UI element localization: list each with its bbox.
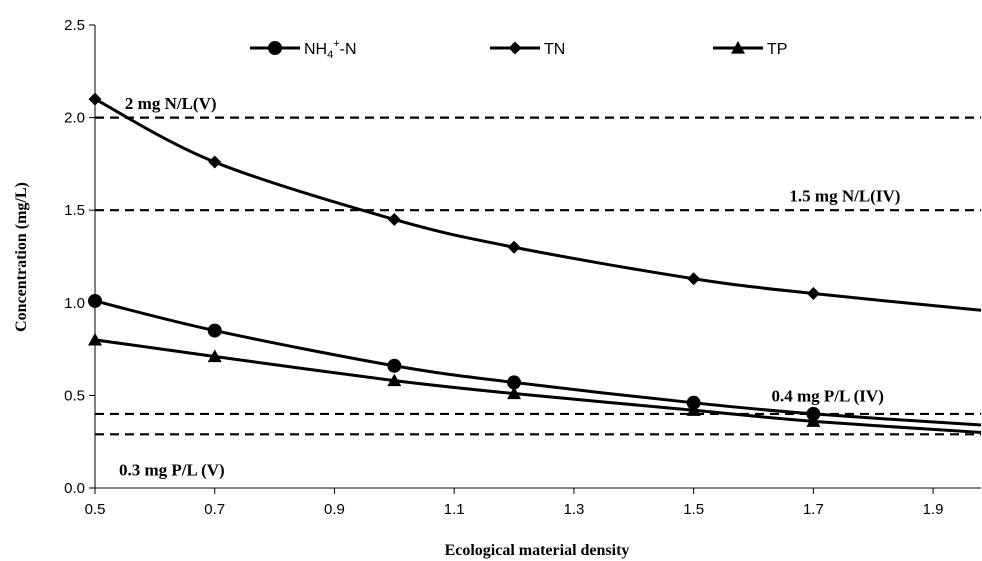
x-tick-label: 1.3: [563, 501, 584, 518]
data-point-circle: [507, 375, 522, 390]
data-point-diamond: [507, 240, 521, 254]
x-tick-label: 1.5: [683, 501, 704, 518]
series-circle: [88, 293, 982, 427]
legend-item: TP: [713, 41, 787, 58]
reference-line-label: 2 mg N/L(V): [125, 94, 217, 113]
axes: 0.00.51.01.52.02.50.5 0.7 0.9 1.1 1.3 1.5 1.7 1…: [64, 17, 981, 518]
data-point-triangle: [88, 332, 102, 346]
legend-item: TN: [490, 41, 565, 58]
data-point-diamond: [208, 155, 222, 169]
x-axis-title: Ecological material density: [445, 542, 630, 559]
legend-label: NH4+-N: [304, 38, 357, 61]
data-point-circle: [88, 293, 102, 308]
legend-marker-diamond: [508, 41, 522, 55]
series-line: [94, 299, 982, 427]
x-tick-label: 0.9: [324, 501, 345, 518]
legend: NH4+-N TN TP: [250, 38, 787, 61]
legend-marker-triangle: [731, 41, 745, 54]
reference-line-label: 0.4 mg P/L (IV): [771, 386, 883, 405]
data-point-diamond: [687, 272, 701, 286]
data-point-triangle: [387, 373, 402, 387]
x-tick-label: 0.7: [204, 501, 225, 518]
data-point-circle: [686, 395, 701, 410]
y-axis-title: Concentration (mg/L): [13, 182, 30, 332]
legend-item: NH4+-N: [250, 38, 357, 61]
data-point-triangle: [507, 386, 522, 400]
x-tick-label: 1.1: [444, 501, 465, 518]
legend-label: TP: [767, 41, 787, 58]
x-tick-label: 0.5: [85, 501, 106, 518]
data-point-triangle: [686, 403, 701, 416]
reference-line-label: 0.3 mg P/L (V): [119, 460, 225, 479]
reference-lines: 2 mg N/L(V) 1.5 mg N/L(IV) 0.4 mg P/L (IV)…: [95, 94, 981, 479]
y-tick-label: 2.0: [64, 110, 85, 127]
y-tick-label: 0.5: [64, 387, 85, 404]
series-group: [88, 92, 982, 434]
data-point-diamond: [806, 287, 820, 301]
series-triangle: [88, 332, 982, 434]
data-point-circle: [387, 358, 402, 373]
data-point-triangle: [207, 349, 222, 363]
data-point-triangle: [806, 414, 821, 427]
y-tick-label: 0.0: [64, 480, 85, 497]
legend-marker-circle: [268, 41, 282, 55]
data-point-diamond: [88, 92, 102, 106]
reference-line-label: 1.5 mg N/L(IV): [789, 186, 900, 205]
legend-label: TN: [544, 41, 565, 58]
y-tick-label: 2.5: [64, 17, 85, 34]
data-point-circle: [207, 323, 222, 338]
x-tick-label: 1.9: [923, 501, 944, 518]
data-point-diamond: [387, 212, 401, 226]
x-tick-label: 1.7: [803, 501, 824, 518]
series-diamond: [88, 92, 982, 312]
y-tick-label: 1.0: [64, 295, 85, 312]
y-tick-label: 1.5: [64, 202, 85, 219]
data-point-circle: [806, 406, 821, 421]
